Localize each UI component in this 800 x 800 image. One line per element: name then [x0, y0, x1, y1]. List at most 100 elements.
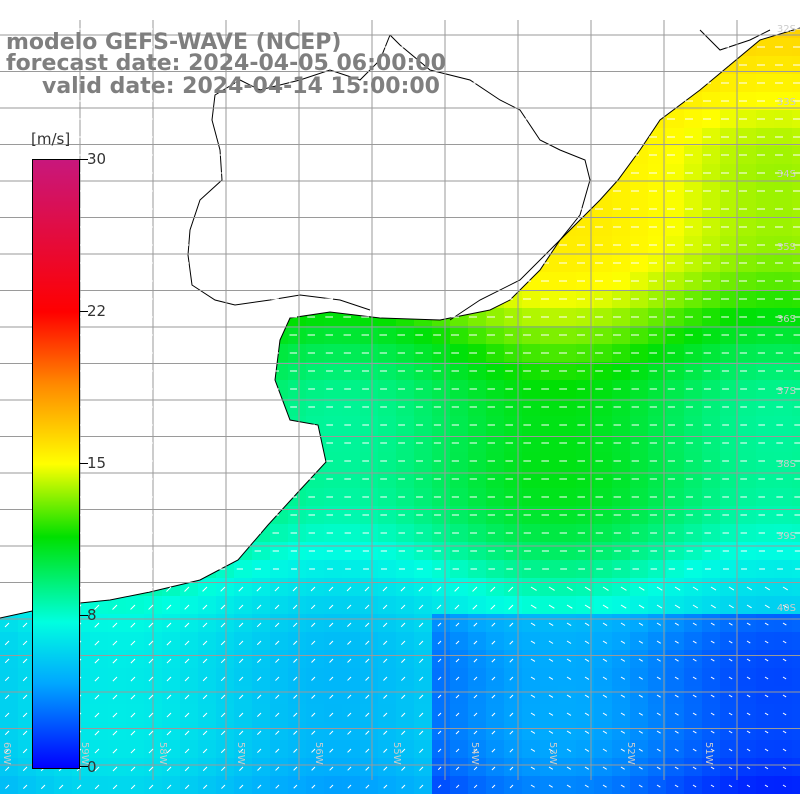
wind-arrow — [692, 676, 697, 680]
wind-arrow — [220, 604, 226, 610]
wind-arrow — [620, 712, 626, 716]
wind-arrow — [782, 784, 787, 788]
colorbar-tick — [80, 311, 88, 312]
wind-arrow — [764, 658, 769, 662]
wind-arrow — [782, 730, 787, 734]
wind-arrow — [130, 712, 136, 718]
wind-arrow — [365, 730, 370, 735]
wind-arrow — [329, 658, 334, 663]
wind-arrow — [530, 640, 536, 644]
wind-arrow — [782, 640, 787, 644]
speed-cell — [792, 614, 800, 632]
wind-arrow — [620, 622, 626, 626]
wind-arrow — [329, 712, 334, 717]
wind-arrow — [347, 784, 352, 789]
wind-arrow — [22, 622, 28, 628]
coastline — [0, 27, 800, 619]
wind-arrow — [238, 586, 244, 592]
wind-arrow — [638, 604, 645, 609]
wind-arrow — [148, 622, 154, 628]
wind-arrow — [746, 586, 753, 591]
wind-arrow — [382, 622, 388, 628]
wind-arrow — [311, 658, 316, 663]
latitude-label: 33S — [776, 97, 796, 108]
wind-arrow — [202, 586, 208, 592]
wind-arrow — [473, 766, 478, 771]
wind-arrow — [620, 694, 626, 698]
wind-arrow — [455, 766, 460, 771]
wind-arrow — [112, 694, 118, 700]
wind-arrow — [275, 640, 280, 645]
wind-arrow — [184, 604, 190, 610]
wind-arrow — [256, 586, 262, 592]
wind-arrow — [638, 622, 644, 626]
wind-arrow — [166, 658, 172, 664]
wind-arrow — [530, 622, 536, 626]
wind-arrow — [710, 640, 715, 644]
wind-arrow — [782, 712, 787, 716]
wind-arrow — [602, 586, 609, 591]
colorbar-tick — [80, 159, 88, 160]
wind-arrow — [347, 694, 352, 699]
wind-arrow — [184, 658, 190, 664]
wind-arrow — [620, 676, 626, 680]
wind-arrow — [4, 622, 10, 628]
wind-arrow — [292, 586, 298, 592]
wind-arrow — [130, 748, 136, 754]
wind-arrow — [94, 586, 100, 592]
wind-arrow — [94, 676, 100, 682]
wind-arrow — [166, 730, 172, 736]
wind-arrow — [728, 676, 733, 680]
wind-arrow — [566, 676, 572, 680]
wind-arrow — [584, 730, 590, 734]
wind-arrow — [328, 586, 334, 592]
wind-arrow — [710, 694, 715, 698]
wind-arrow — [311, 784, 316, 789]
wind-arrow — [602, 622, 608, 626]
wind-arrow — [418, 658, 424, 664]
wind-arrow — [548, 730, 554, 734]
wind-arrow — [692, 640, 697, 644]
wind-arrow — [220, 694, 226, 700]
wind-arrow — [566, 694, 572, 698]
wind-arrow — [674, 766, 679, 770]
latitude-label: 32S — [776, 24, 796, 35]
wind-arrow — [674, 730, 679, 734]
wind-arrow — [293, 676, 298, 681]
wind-arrow — [94, 658, 100, 664]
wind-arrow — [746, 712, 751, 716]
wind-arrow — [365, 640, 370, 645]
wind-arrow — [418, 640, 424, 646]
wind-arrow — [674, 640, 679, 644]
wind-arrow — [566, 766, 572, 770]
wind-arrow — [275, 658, 280, 663]
wind-arrow — [419, 766, 424, 771]
latitude-label: 39S — [776, 531, 796, 542]
speed-cell — [792, 758, 800, 776]
wind-arrow — [746, 658, 751, 662]
wind-arrow — [548, 622, 554, 627]
wind-arrow — [148, 694, 154, 700]
wind-arrow — [530, 586, 537, 591]
wind-arrow — [638, 712, 643, 716]
wind-arrow — [437, 712, 442, 717]
wind-arrow — [509, 694, 514, 699]
wind-arrow — [400, 604, 406, 610]
wind-arrow — [383, 730, 388, 735]
wind-arrow — [584, 604, 591, 609]
wind-arrow — [401, 766, 406, 771]
wind-arrow — [620, 766, 625, 770]
wind-arrow — [293, 748, 298, 753]
wind-arrow — [419, 784, 424, 789]
wind-arrow — [620, 748, 626, 752]
latitude-label: 36S — [776, 314, 796, 325]
wind-arrow — [674, 622, 679, 626]
wind-arrow — [584, 658, 590, 662]
wind-arrow — [202, 658, 208, 664]
wind-arrow — [166, 712, 172, 718]
latitude-label: 35S — [776, 242, 796, 253]
wind-arrow — [455, 694, 460, 699]
wind-arrow — [130, 784, 136, 790]
wind-arrow — [638, 766, 643, 770]
wind-arrow — [275, 730, 280, 735]
